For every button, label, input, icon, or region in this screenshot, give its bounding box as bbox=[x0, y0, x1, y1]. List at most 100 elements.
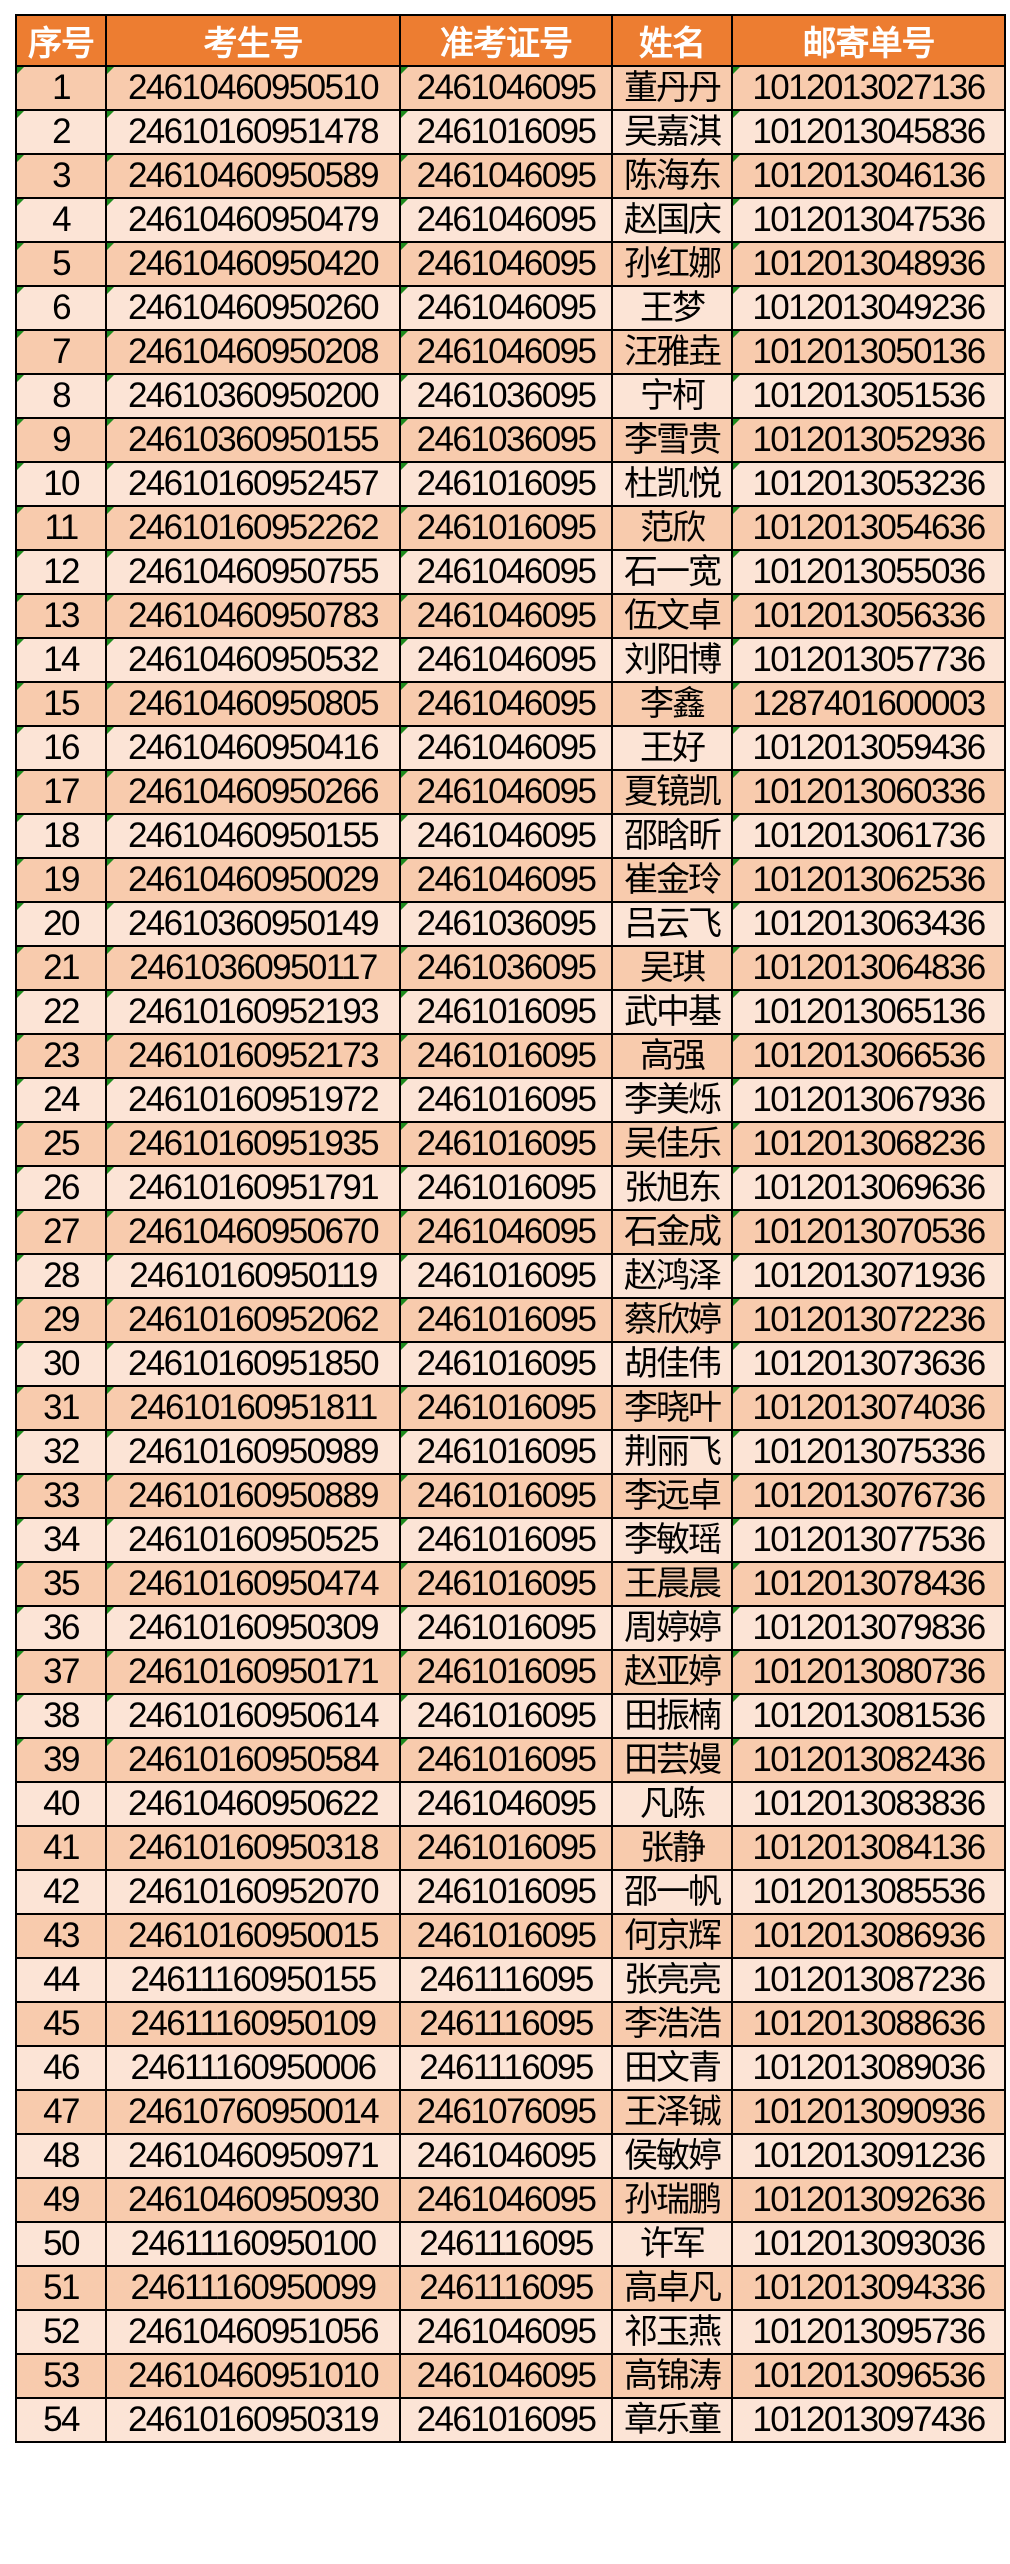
cell-admission-ticket[interactable]: 2461046095 bbox=[399, 2353, 613, 2399]
cell-admission-ticket[interactable]: 2461076095 bbox=[399, 2089, 613, 2135]
cell-candidate-number[interactable]: 24610160952173 bbox=[105, 1033, 401, 1079]
cell-index[interactable]: 14 bbox=[15, 637, 107, 683]
cell-index[interactable]: 18 bbox=[15, 813, 107, 859]
cell-candidate-number[interactable]: 24610460950029 bbox=[105, 857, 401, 903]
cell-tracking-number[interactable]: 1012013071936 bbox=[731, 1253, 1006, 1299]
cell-admission-ticket[interactable]: 2461046095 bbox=[399, 65, 613, 111]
cell-tracking-number[interactable]: 1012013046136 bbox=[731, 153, 1006, 199]
cell-name[interactable]: 田芸嫚 bbox=[611, 1737, 733, 1783]
cell-admission-ticket[interactable]: 2461046095 bbox=[399, 1781, 613, 1827]
cell-name[interactable]: 周婷婷 bbox=[611, 1605, 733, 1651]
cell-name[interactable]: 李敏瑶 bbox=[611, 1517, 733, 1563]
cell-name[interactable]: 侯敏婷 bbox=[611, 2133, 733, 2179]
cell-candidate-number[interactable]: 24610460950532 bbox=[105, 637, 401, 683]
cell-index[interactable]: 9 bbox=[15, 417, 107, 463]
cell-admission-ticket[interactable]: 2461016095 bbox=[399, 1517, 613, 1563]
cell-index[interactable]: 4 bbox=[15, 197, 107, 243]
cell-name[interactable]: 刘阳博 bbox=[611, 637, 733, 683]
cell-name[interactable]: 王好 bbox=[611, 725, 733, 771]
cell-candidate-number[interactable]: 24610160952457 bbox=[105, 461, 401, 507]
cell-admission-ticket[interactable]: 2461016095 bbox=[399, 1341, 613, 1387]
cell-candidate-number[interactable]: 24610160952070 bbox=[105, 1869, 401, 1915]
cell-candidate-number[interactable]: 24610360950149 bbox=[105, 901, 401, 947]
cell-tracking-number[interactable]: 1012013097436 bbox=[731, 2397, 1006, 2443]
cell-index[interactable]: 54 bbox=[15, 2397, 107, 2443]
cell-tracking-number[interactable]: 1012013077536 bbox=[731, 1517, 1006, 1563]
cell-name[interactable]: 张旭东 bbox=[611, 1165, 733, 1211]
cell-index[interactable]: 27 bbox=[15, 1209, 107, 1255]
cell-name[interactable]: 胡佳伟 bbox=[611, 1341, 733, 1387]
cell-candidate-number[interactable]: 24610160951791 bbox=[105, 1165, 401, 1211]
cell-name[interactable]: 赵亚婷 bbox=[611, 1649, 733, 1695]
cell-candidate-number[interactable]: 24611160950100 bbox=[105, 2221, 401, 2267]
cell-candidate-number[interactable]: 24611160950109 bbox=[105, 2001, 401, 2047]
cell-candidate-number[interactable]: 24611160950099 bbox=[105, 2265, 401, 2311]
cell-tracking-number[interactable]: 1012013045836 bbox=[731, 109, 1006, 155]
cell-name[interactable]: 李美烁 bbox=[611, 1077, 733, 1123]
cell-tracking-number[interactable]: 1012013047536 bbox=[731, 197, 1006, 243]
cell-tracking-number[interactable]: 1012013056336 bbox=[731, 593, 1006, 639]
cell-name[interactable]: 孙红娜 bbox=[611, 241, 733, 287]
cell-name[interactable]: 吴嘉淇 bbox=[611, 109, 733, 155]
cell-admission-ticket[interactable]: 2461016095 bbox=[399, 1869, 613, 1915]
cell-index[interactable]: 44 bbox=[15, 1957, 107, 2003]
cell-admission-ticket[interactable]: 2461016095 bbox=[399, 1121, 613, 1167]
cell-candidate-number[interactable]: 24610460950266 bbox=[105, 769, 401, 815]
cell-name[interactable]: 章乐童 bbox=[611, 2397, 733, 2443]
cell-index[interactable]: 36 bbox=[15, 1605, 107, 1651]
cell-admission-ticket[interactable]: 2461046095 bbox=[399, 549, 613, 595]
cell-admission-ticket[interactable]: 2461116095 bbox=[399, 2001, 613, 2047]
cell-name[interactable]: 邵晗昕 bbox=[611, 813, 733, 859]
cell-name[interactable]: 邵一帆 bbox=[611, 1869, 733, 1915]
cell-admission-ticket[interactable]: 2461016095 bbox=[399, 1649, 613, 1695]
cell-admission-ticket[interactable]: 2461016095 bbox=[399, 1737, 613, 1783]
cell-admission-ticket[interactable]: 2461046095 bbox=[399, 813, 613, 859]
cell-candidate-number[interactable]: 24610160950474 bbox=[105, 1561, 401, 1607]
cell-candidate-number[interactable]: 24610360950117 bbox=[105, 945, 401, 991]
cell-admission-ticket[interactable]: 2461046095 bbox=[399, 241, 613, 287]
cell-index[interactable]: 41 bbox=[15, 1825, 107, 1871]
cell-candidate-number[interactable]: 24610160951972 bbox=[105, 1077, 401, 1123]
cell-admission-ticket[interactable]: 2461046095 bbox=[399, 725, 613, 771]
cell-name[interactable]: 田振楠 bbox=[611, 1693, 733, 1739]
cell-candidate-number[interactable]: 24610360950200 bbox=[105, 373, 401, 419]
cell-name[interactable]: 祁玉燕 bbox=[611, 2309, 733, 2355]
cell-candidate-number[interactable]: 24610160951811 bbox=[105, 1385, 401, 1431]
cell-index[interactable]: 35 bbox=[15, 1561, 107, 1607]
cell-name[interactable]: 宁柯 bbox=[611, 373, 733, 419]
cell-tracking-number[interactable]: 1012013048936 bbox=[731, 241, 1006, 287]
cell-name[interactable]: 许军 bbox=[611, 2221, 733, 2267]
cell-tracking-number[interactable]: 1012013082436 bbox=[731, 1737, 1006, 1783]
cell-tracking-number[interactable]: 1012013075336 bbox=[731, 1429, 1006, 1475]
cell-candidate-number[interactable]: 24610460950622 bbox=[105, 1781, 401, 1827]
cell-admission-ticket[interactable]: 2461036095 bbox=[399, 901, 613, 947]
cell-admission-ticket[interactable]: 2461016095 bbox=[399, 1385, 613, 1431]
cell-index[interactable]: 29 bbox=[15, 1297, 107, 1343]
cell-candidate-number[interactable]: 24610460950971 bbox=[105, 2133, 401, 2179]
cell-index[interactable]: 42 bbox=[15, 1869, 107, 1915]
cell-name[interactable]: 何京辉 bbox=[611, 1913, 733, 1959]
cell-candidate-number[interactable]: 24610160951850 bbox=[105, 1341, 401, 1387]
cell-admission-ticket[interactable]: 2461016095 bbox=[399, 1473, 613, 1519]
cell-candidate-number[interactable]: 24610160952193 bbox=[105, 989, 401, 1035]
cell-admission-ticket[interactable]: 2461016095 bbox=[399, 2397, 613, 2443]
cell-tracking-number[interactable]: 1012013091236 bbox=[731, 2133, 1006, 2179]
cell-index[interactable]: 30 bbox=[15, 1341, 107, 1387]
cell-name[interactable]: 荆丽飞 bbox=[611, 1429, 733, 1475]
cell-tracking-number[interactable]: 1012013049236 bbox=[731, 285, 1006, 331]
cell-index[interactable]: 10 bbox=[15, 461, 107, 507]
cell-tracking-number[interactable]: 1012013090936 bbox=[731, 2089, 1006, 2135]
cell-candidate-number[interactable]: 24610460950589 bbox=[105, 153, 401, 199]
cell-index[interactable]: 15 bbox=[15, 681, 107, 727]
cell-tracking-number[interactable]: 1012013074036 bbox=[731, 1385, 1006, 1431]
cell-admission-ticket[interactable]: 2461116095 bbox=[399, 2265, 613, 2311]
cell-tracking-number[interactable]: 1012013070536 bbox=[731, 1209, 1006, 1255]
cell-index[interactable]: 46 bbox=[15, 2045, 107, 2091]
cell-candidate-number[interactable]: 24610160950171 bbox=[105, 1649, 401, 1695]
cell-admission-ticket[interactable]: 2461016095 bbox=[399, 1605, 613, 1651]
cell-name[interactable]: 高强 bbox=[611, 1033, 733, 1079]
cell-name[interactable]: 范欣 bbox=[611, 505, 733, 551]
cell-index[interactable]: 45 bbox=[15, 2001, 107, 2047]
cell-admission-ticket[interactable]: 2461046095 bbox=[399, 2177, 613, 2223]
cell-admission-ticket[interactable]: 2461046095 bbox=[399, 681, 613, 727]
